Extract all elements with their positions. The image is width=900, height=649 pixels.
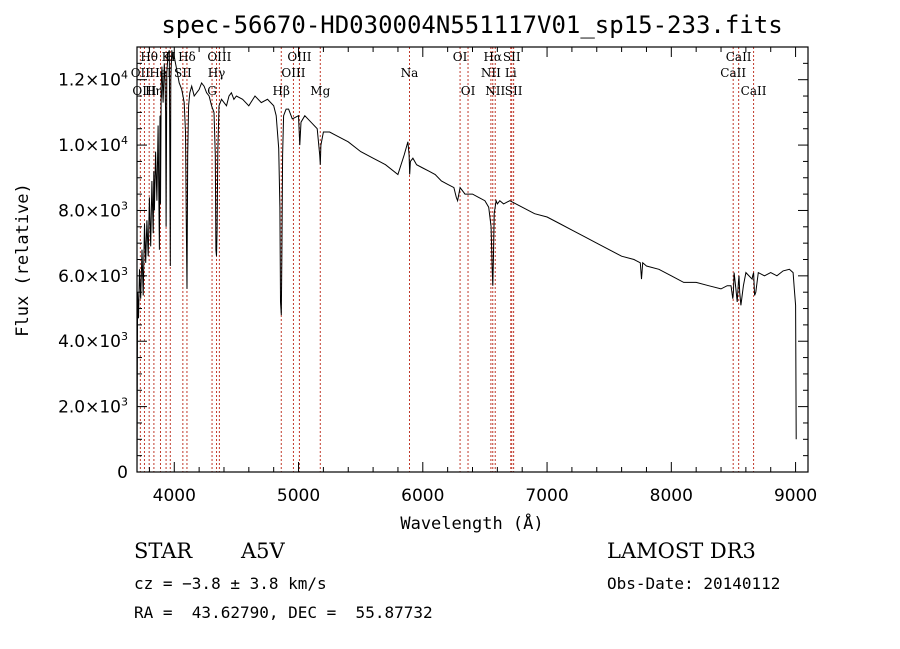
x-tick-label: 6000 [401,486,444,506]
y-tick-label: 8.0×103 [58,199,128,221]
x-axis-label: Wavelength (Å) [400,512,543,534]
line-label: NII [481,66,501,80]
x-axis-ticks: 4000 5000 6000 7000 8000 9000 [148,47,817,506]
y-tick-exponent: 3 [121,265,128,278]
y-tick-label: 0 [117,463,128,483]
y-tick-mantissa: 1.2×10 [58,71,121,91]
redshift-velocity: cz = −3.8 ± 3.8 km/s [134,574,327,593]
line-label: CaII [726,50,752,64]
y-tick-exponent: 3 [121,330,128,343]
y-tick-mantissa: 6.0×10 [58,267,121,287]
line-label: K [162,50,172,64]
y-tick-label: 2.0×103 [58,396,128,418]
x-tick-label: 5000 [277,486,320,506]
x-tick-label: 7000 [525,486,568,506]
line-label: OI [461,84,476,98]
coordinates: RA = 43.62790, DEC = 55.87732 [134,603,433,622]
observation-date: Obs-Date: 20140112 [607,574,781,593]
line-label: OIII [207,50,231,64]
y-axis-label: Flux (relative) [13,183,33,337]
line-label: OII [131,66,151,80]
y-tick-exponent: 4 [121,134,128,147]
line-label: OIII [287,50,311,64]
line-label: Hβ [273,84,290,98]
y-tick-exponent: 3 [121,396,128,409]
y-axis-ticks: 02.0×1034.0×1036.0×1038.0×1031.0×1041.2×… [58,46,808,483]
x-tick-label: 4000 [153,486,196,506]
y-tick-label: 6.0×103 [58,265,128,287]
line-label: CaII [720,66,746,80]
line-label: Li [505,66,517,80]
subclass: A5V [241,539,285,563]
line-label: OIII [132,84,156,98]
y-tick-label: 1.2×104 [58,69,128,91]
line-label: G [207,84,217,98]
line-label: CaII [741,84,767,98]
spectrum-line [136,50,797,473]
line-label: HeI [149,66,172,80]
y-tick-mantissa: 8.0×10 [58,201,121,221]
line-label: Hδ [178,50,196,64]
line-label: OIII [281,66,305,80]
line-label: Hθ [140,50,158,64]
y-tick-mantissa: 1.0×10 [58,136,121,156]
y-tick-exponent: 3 [121,199,128,212]
y-tick-mantissa: 4.0×10 [58,332,121,352]
chart-title: spec-56670-HD030004N551117V01_sp15-233.f… [161,11,782,39]
line-label: OI [453,50,468,64]
x-tick-label: 9000 [774,486,817,506]
line-label: Hγ [208,66,226,80]
line-label: Hα [483,50,502,64]
y-tick-exponent: 4 [121,69,128,82]
line-label: Na [401,66,419,80]
x-tick-label: 8000 [650,486,693,506]
line-label: SII [503,50,521,64]
line-label: NII [485,84,505,98]
line-label: Hη [145,84,163,98]
line-label: H [165,50,175,64]
survey-name: LAMOST DR3 [607,539,756,563]
plot-frame [136,46,809,473]
line-label: SII [505,84,523,98]
y-tick-label: 1.0×104 [58,134,128,156]
object-type: STAR [134,539,193,563]
y-tick-label: 4.0×103 [58,330,128,352]
y-tick-mantissa: 2.0×10 [58,398,121,418]
line-label: Mg [310,84,330,98]
emission-line-markers [139,47,755,472]
